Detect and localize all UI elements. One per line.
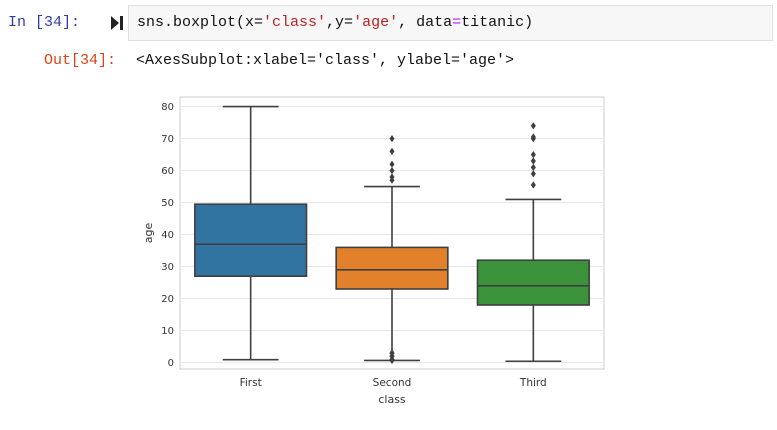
outlier-point: [530, 170, 536, 178]
outlier-point: [530, 133, 536, 141]
code-token: , data: [398, 14, 453, 31]
y-tick-label: 0: [168, 358, 174, 369]
outlier-point: [389, 160, 395, 168]
box-second: [335, 246, 449, 290]
y-tick-label: 10: [161, 326, 174, 337]
code-cell-input[interactable]: sns.boxplot(x='class',y='age', data=tita…: [128, 5, 773, 41]
box-first: [194, 203, 308, 277]
code-string-token: 'class': [263, 14, 327, 31]
x-axis-label: class: [378, 393, 406, 406]
output-prompt: Out[34]:: [44, 52, 117, 69]
y-axis-label: age: [142, 223, 155, 244]
y-tick-label: 30: [161, 262, 174, 273]
outlier-point: [530, 157, 536, 165]
code-token: sns.boxplot(x=: [137, 14, 264, 31]
x-tick-label: First: [240, 377, 262, 389]
code-line[interactable]: sns.boxplot(x='class',y='age', data=tita…: [137, 14, 533, 31]
outlier-point: [389, 147, 395, 155]
y-tick-label: 70: [161, 134, 174, 145]
box-third: [476, 259, 590, 306]
outlier-point: [389, 349, 395, 357]
x-tick-label: Second: [373, 377, 412, 389]
outlier-point: [389, 173, 395, 181]
input-prompt: In [34]:: [8, 14, 81, 31]
run-cell-icon[interactable]: [110, 14, 124, 32]
boxplot-chart: 0 10 20 30 40 50 60 70 80 First Second Third class ag…: [142, 96, 605, 406]
outlier-point: [389, 167, 395, 175]
y-tick-label: 40: [161, 230, 174, 241]
code-string-token: 'age': [353, 14, 399, 31]
x-tick-label: Third: [519, 377, 547, 389]
code-operator-token: =: [452, 14, 462, 31]
outlier-point: [389, 135, 395, 143]
y-tick-label: 80: [161, 102, 174, 113]
outlier-point: [530, 181, 536, 189]
code-token: ,y=: [326, 14, 354, 31]
y-tick-label: 20: [161, 294, 174, 305]
outlier-point: [530, 122, 536, 130]
y-tick-label: 60: [161, 166, 174, 177]
y-tick-label: 50: [161, 198, 174, 209]
outlier-point: [530, 163, 536, 171]
output-text: <AxesSubplot:xlabel='class', ylabel='age…: [136, 52, 515, 69]
outlier-point: [530, 151, 536, 159]
code-token: titanic): [461, 14, 534, 31]
